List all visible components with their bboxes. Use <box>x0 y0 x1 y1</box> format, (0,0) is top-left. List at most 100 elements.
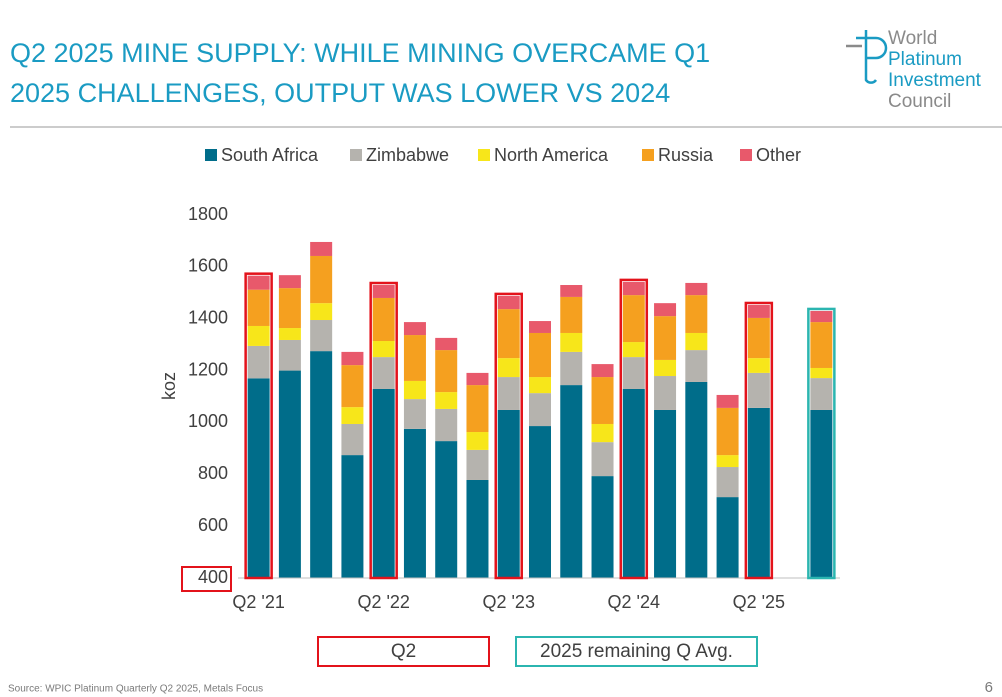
bar-highlight <box>244 272 273 580</box>
logo: World Platinum Investment Council <box>846 28 982 112</box>
tick-highlight <box>181 566 232 592</box>
bar-segment <box>310 320 333 352</box>
bar-segment <box>716 455 739 468</box>
bar-segment <box>685 332 708 351</box>
bar-segment <box>278 275 301 289</box>
legend-label: Zimbabwe <box>366 145 449 165</box>
bar-segment <box>716 467 739 498</box>
bar-segment <box>435 441 458 578</box>
bar-segment <box>529 332 551 378</box>
legend-label: Russia <box>658 145 714 165</box>
bar-segment <box>529 377 551 394</box>
bar-segment <box>310 241 333 256</box>
bar-segment <box>341 351 364 366</box>
legend-label: South Africa <box>221 145 319 165</box>
page-number: 6 <box>985 679 993 696</box>
bar-segment <box>810 310 833 323</box>
x-tick-label: Q2 '21 <box>232 592 284 612</box>
bar-segment <box>435 392 458 409</box>
bar-segment <box>435 350 458 393</box>
bar-segment <box>278 328 301 340</box>
highlight-key <box>317 636 490 667</box>
y-tick-label: 1400 <box>188 307 228 327</box>
bar-segment <box>560 296 583 333</box>
y-tick-label: 1600 <box>188 256 228 276</box>
bar-highlight <box>744 301 774 580</box>
bar-segment <box>810 378 833 410</box>
logo-mark <box>856 30 888 84</box>
bar-segment <box>466 479 489 578</box>
bar-segment <box>497 295 520 310</box>
logo-text: Platinum <box>888 49 962 70</box>
bar-segment <box>560 351 583 386</box>
bar-segment <box>278 288 301 329</box>
x-tick-label: Q2 '25 <box>733 592 785 612</box>
bar-segment <box>716 407 739 456</box>
bar-segment <box>341 423 364 456</box>
bar-segment <box>810 409 833 578</box>
bar-segment <box>341 407 364 424</box>
x-tick-label: Q2 '22 <box>357 592 409 612</box>
bar-segment <box>622 295 645 343</box>
highlight-key-label: Q2 <box>391 641 416 662</box>
bar-segment <box>560 332 583 352</box>
legend-swatch <box>205 149 217 161</box>
bar-segment <box>591 423 614 443</box>
bar-segment <box>310 303 333 321</box>
y-axis-label: koz <box>159 372 179 400</box>
bar-segment <box>341 455 364 578</box>
bar-segment <box>247 325 270 346</box>
legend-swatch <box>350 149 362 161</box>
bar-segment <box>529 321 551 333</box>
logo-text: World <box>888 28 937 49</box>
bar-segment <box>654 316 677 360</box>
bar-segment <box>466 385 489 433</box>
x-tick-label: Q2 '23 <box>482 592 534 612</box>
legend-swatch <box>642 149 654 161</box>
bar-segment <box>310 351 333 578</box>
bar-segment <box>497 377 520 410</box>
bar-segment <box>591 364 614 378</box>
bar-segment <box>747 304 770 318</box>
legend-label: North America <box>494 145 609 165</box>
bar-segment <box>716 497 739 578</box>
bar-segment <box>372 285 395 298</box>
bar-segment <box>403 399 426 429</box>
bar-segment <box>278 339 301 371</box>
bar-highlight <box>619 278 649 580</box>
bar-segment <box>466 449 489 480</box>
bar-segment <box>747 317 770 359</box>
bar-segment <box>341 365 364 408</box>
y-tick-label: 1800 <box>188 204 228 224</box>
y-tick-label: 1200 <box>188 359 228 379</box>
bar-segment <box>654 376 677 410</box>
bar-segment <box>372 357 395 389</box>
bar-segment <box>654 409 677 578</box>
bar-segment <box>497 409 520 578</box>
logo-text: Investment <box>888 70 982 91</box>
y-tick-label: 800 <box>198 463 228 483</box>
bar-segment <box>747 407 770 578</box>
bar-segment <box>591 442 614 477</box>
bar-segment <box>810 367 833 379</box>
bar-segment <box>247 275 270 290</box>
bar-segment <box>591 476 614 578</box>
bar-segment <box>497 358 520 378</box>
title-line: Q2 2025 MINE SUPPLY: WHILE MINING OVERCA… <box>10 38 710 68</box>
bar-segment <box>497 309 520 359</box>
bar-segment <box>747 372 770 408</box>
bar-segment <box>685 381 708 578</box>
bar-segment <box>560 285 583 297</box>
bar-segment <box>654 359 677 377</box>
logo-text: Council <box>888 91 951 112</box>
bar-highlight <box>807 307 836 580</box>
bar-segment <box>247 345 270 379</box>
bar-segment <box>372 341 395 358</box>
bar-segment <box>247 289 270 326</box>
bar-segment <box>685 295 708 333</box>
bar-segment <box>747 358 770 373</box>
bar-highlight <box>369 281 398 580</box>
bar-segment <box>529 426 551 578</box>
x-tick-label: Q2 '24 <box>608 592 660 612</box>
